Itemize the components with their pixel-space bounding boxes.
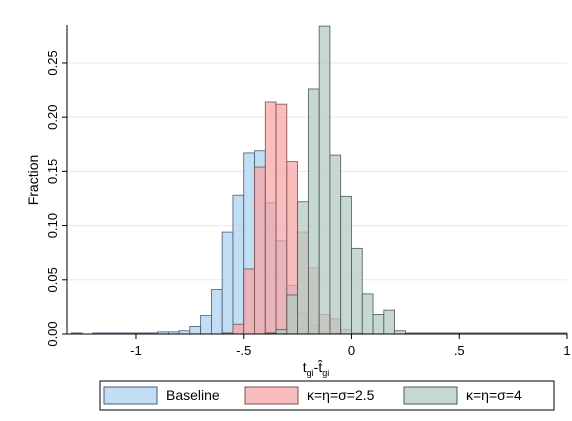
x-axis-title-t: t	[303, 359, 307, 375]
x-tick-label-3: .5	[454, 343, 465, 358]
y-tick-label-3: 0.15	[45, 159, 60, 184]
bar-s2-10	[372, 314, 385, 335]
y-ticks: 0.00 0.05 0.10 0.15 0.20 0.25	[45, 50, 67, 347]
bar-s0-12	[210, 289, 223, 335]
histogram-bars	[70, 25, 568, 335]
bar-s2-6	[329, 154, 342, 335]
bar-s0-13	[221, 231, 234, 335]
bar-s0-14	[232, 194, 245, 335]
axes	[66, 25, 567, 335]
x-tick-label-0: -1	[130, 343, 142, 358]
bar-s2-9	[361, 293, 374, 335]
bar-s2-8	[351, 247, 363, 335]
y-axis-title: Fraction	[25, 155, 41, 206]
bar-s1-3	[254, 166, 266, 335]
legend-swatch-k4	[403, 386, 458, 405]
bar-s2-7	[340, 195, 352, 335]
y-tick-label-2: 0.10	[45, 213, 60, 238]
bar-s2-11	[383, 309, 395, 335]
x-ticks: -1 -.5 0 .5 1	[130, 334, 571, 358]
x-axis-title: tgi-t̂gi	[303, 359, 329, 378]
bar-s2-2	[286, 294, 299, 335]
bar-s1-2	[243, 268, 255, 335]
x-tick-label-1: -.5	[236, 343, 251, 358]
bar-s2-5	[318, 25, 331, 335]
bar-s2-1	[275, 329, 288, 335]
bar-s0-11	[200, 315, 212, 335]
legend: Baseline κ=η=σ=2.5 κ=η=σ=4	[99, 380, 555, 411]
bar-s1-5	[275, 103, 288, 335]
y-tick-label-5: 0.25	[45, 50, 60, 75]
x-axis-title-minus: -	[314, 359, 319, 375]
legend-label-k25: κ=η=σ=2.5	[307, 387, 375, 403]
x-axis-title-sub-gi-2: gi	[322, 368, 329, 378]
x-axis-title-t-hat: t̂	[317, 359, 323, 375]
x-tick-label-2: 0	[348, 343, 355, 358]
bar-s2-3	[297, 201, 309, 335]
x-tick-label-4: 1	[563, 343, 570, 358]
legend-box	[99, 380, 555, 411]
bar-s0-10	[189, 326, 202, 335]
bar-s1-1	[232, 323, 245, 335]
bar-s2-4	[307, 88, 320, 335]
x-axis-title-sub-gi: gi	[307, 368, 314, 378]
legend-label-baseline: Baseline	[166, 387, 220, 403]
legend-label-k4: κ=η=σ=4	[466, 387, 522, 403]
y-tick-label-1: 0.05	[45, 267, 60, 292]
y-tick-label-0: 0.00	[45, 321, 60, 346]
bar-s1-4	[264, 101, 277, 335]
y-tick-label-4: 0.20	[45, 105, 60, 130]
legend-swatch-k25	[244, 386, 299, 405]
legend-swatch-baseline	[103, 386, 158, 405]
